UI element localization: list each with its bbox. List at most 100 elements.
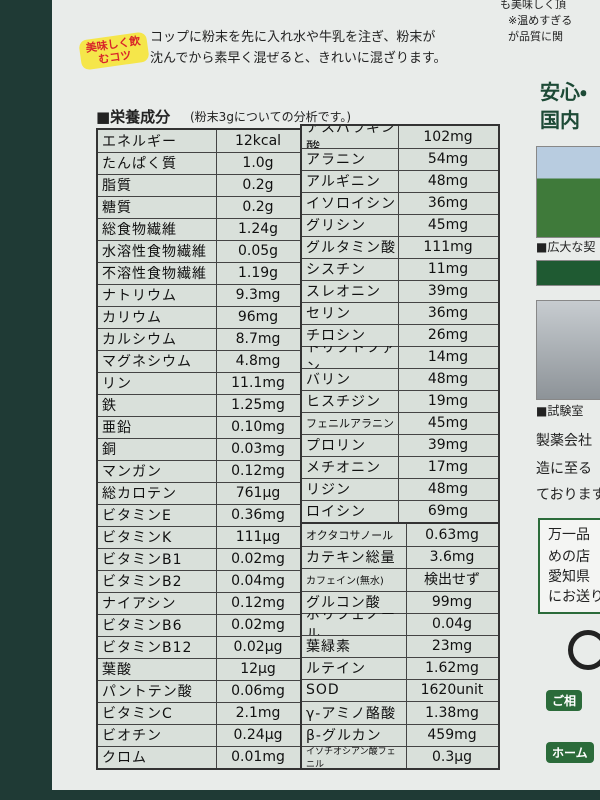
table-row: ビタミンK 111μg: [98, 526, 300, 549]
other-table: オクタコサノール 0.63mg カテキン総量 3.6mg カフェイン(無水) 検出せず グル…: [300, 522, 500, 770]
row-label: ヒスチジン: [306, 394, 381, 410]
row-value: 45mg: [427, 217, 469, 233]
row-value: 17mg: [427, 459, 469, 475]
table-row: クロム 0.01mg: [98, 746, 300, 768]
row-value: 1.38mg: [425, 704, 479, 721]
table-row: グルコン酸 99mg: [302, 591, 498, 614]
side-text: ※温めすぎる: [508, 14, 573, 27]
row-label: ビタミンE: [102, 508, 172, 524]
table-row: グリシン 45mg: [302, 214, 498, 237]
row-label: ビタミンC: [102, 706, 173, 722]
table-row: 総カロテン 761μg: [98, 482, 300, 505]
row-value: 1.62mg: [425, 660, 479, 677]
logo: [568, 630, 600, 670]
row-label: ビタミンB6: [102, 618, 183, 634]
table-row: カルシウム 8.7mg: [98, 328, 300, 351]
table-row: メチオニン 17mg: [302, 456, 498, 479]
row-value: 23mg: [431, 637, 473, 654]
row-value: 1.19g: [237, 265, 279, 281]
row-value: 0.12mg: [231, 595, 285, 611]
row-value: 1620unit: [420, 682, 484, 699]
table-row: ビタミンB2 0.04mg: [98, 570, 300, 593]
row-value: 1.25mg: [231, 397, 285, 413]
row-label: アスパラギン酸: [306, 126, 396, 148]
row-label: エネルギー: [102, 134, 177, 150]
table-row: マンガン 0.12mg: [98, 460, 300, 483]
row-label: ナイアシン: [102, 596, 177, 612]
row-label: カフェイン(無水): [306, 575, 384, 587]
table-row: リン 11.1mg: [98, 372, 300, 395]
row-label: クロム: [102, 750, 147, 766]
row-value: 0.06mg: [231, 683, 285, 699]
table-row: 亜鉛 0.10mg: [98, 416, 300, 439]
row-label: アラニン: [306, 152, 366, 168]
table-row: 葉酸 12μg: [98, 658, 300, 681]
row-label: β-グルカン: [306, 727, 382, 744]
row-value: 0.24μg: [233, 727, 283, 743]
row-label: マグネシウム: [102, 354, 192, 370]
row-value: 48mg: [427, 481, 469, 497]
table-row: イソロイシン 36mg: [302, 192, 498, 215]
table-row: ヒスチジン 19mg: [302, 390, 498, 413]
row-value: 8.7mg: [235, 331, 281, 347]
column-divider: [406, 524, 407, 768]
row-label: アルギニン: [306, 174, 381, 190]
row-label: 亜鉛: [102, 420, 132, 436]
row-label: ビタミンB1: [102, 552, 183, 568]
row-label: シスチン: [306, 262, 366, 278]
table-row: 銅 0.03mg: [98, 438, 300, 461]
table-row: γ-アミノ酪酸 1.38mg: [302, 701, 498, 725]
table-row: バリン 48mg: [302, 368, 498, 391]
table-row: アラニン 54mg: [302, 148, 498, 171]
row-value: 1.0g: [242, 155, 274, 171]
row-value: 111mg: [423, 239, 473, 255]
row-value: 99mg: [431, 593, 473, 610]
row-label: グリシン: [306, 218, 366, 234]
row-value: 36mg: [427, 195, 469, 211]
tip-text: 沈んでから素早く混ぜると、きれいに混ざります。: [150, 51, 447, 66]
row-label: 銅: [102, 442, 117, 458]
section-title: ■栄養成分: [96, 108, 171, 126]
row-label: 糖質: [102, 200, 132, 216]
tip-text: コップに粉末を先に入れ水や牛乳を注ぎ、粉末が: [150, 30, 436, 45]
row-label: フェニルアラニン: [306, 417, 394, 430]
row-label: ナトリウム: [102, 288, 177, 304]
row-value: 39mg: [427, 437, 469, 453]
table-row: プロリン 39mg: [302, 434, 498, 457]
row-value: 0.63mg: [425, 527, 479, 544]
row-label: グルコン酸: [306, 594, 381, 611]
table-row: マグネシウム 4.8mg: [98, 350, 300, 373]
table-row: ビタミンB6 0.02mg: [98, 614, 300, 637]
side-text: 万一品: [548, 527, 590, 543]
table-row: ビオチン 0.24μg: [98, 724, 300, 747]
table-row: スレオニン 39mg: [302, 280, 498, 303]
row-label: 葉酸: [102, 662, 132, 678]
row-value: 39mg: [427, 283, 469, 299]
row-label: パントテン酸: [102, 684, 193, 700]
row-label: メチオニン: [306, 460, 381, 476]
row-value: 11mg: [427, 261, 469, 277]
row-label: リジン: [306, 482, 351, 498]
row-value: 102mg: [423, 129, 473, 145]
row-value: 0.2g: [242, 177, 274, 193]
caption: ■試験室: [536, 404, 584, 418]
table-row: アルギニン 48mg: [302, 170, 498, 193]
row-value: 1.24g: [237, 221, 279, 237]
table-row: 糖質 0.2g: [98, 196, 300, 219]
row-label: 不溶性食物繊維: [102, 266, 207, 282]
caption: ■広大な契: [536, 240, 596, 254]
row-value: 0.04g: [431, 615, 473, 632]
photo-field: [536, 146, 600, 238]
table-row: アスパラギン酸 102mg: [302, 126, 498, 149]
row-label: リン: [102, 376, 132, 392]
row-value: 0.2g: [242, 199, 274, 215]
row-value: 26mg: [427, 327, 469, 343]
row-label: イソチオシアン酸フェニル: [306, 746, 396, 768]
home-label: ホーム: [546, 742, 594, 763]
side-text: 造に至る: [536, 461, 592, 477]
row-value: 111μg: [235, 529, 281, 545]
side-text: にお送り: [548, 589, 600, 605]
table-row: カフェイン(無水) 検出せず: [302, 568, 498, 592]
row-label: ビオチン: [102, 728, 162, 744]
